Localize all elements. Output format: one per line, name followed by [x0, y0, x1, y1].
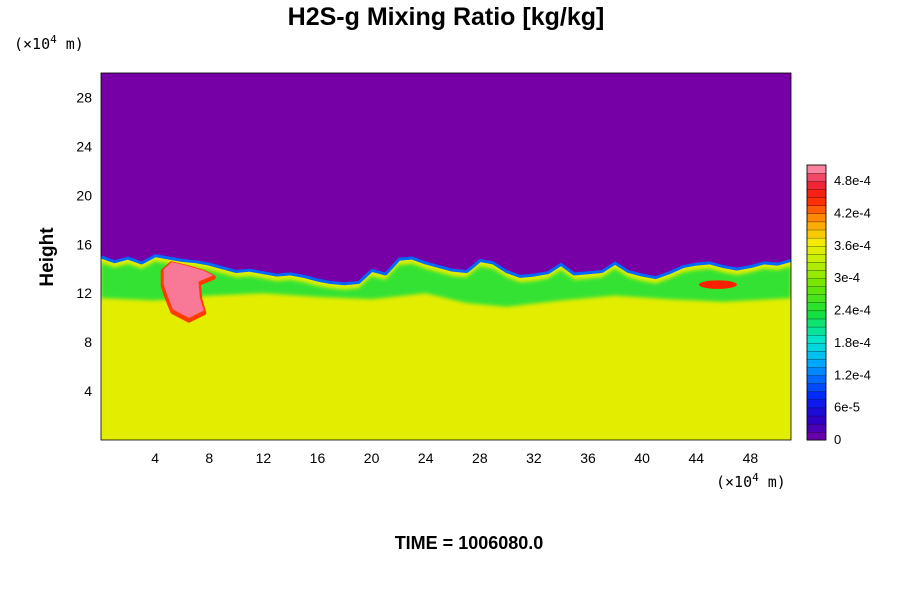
colorbar-swatch: [806, 350, 827, 360]
colorbar: [806, 164, 827, 441]
x-unit-suffix: m): [759, 473, 786, 491]
colorbar-frame: [806, 164, 827, 441]
y-tick-label: 28: [76, 89, 92, 105]
colorbar-swatch: [806, 383, 827, 392]
colorbar-swatch: [806, 269, 827, 279]
y-unit-suffix: m): [57, 35, 84, 53]
colorbar-swatch: [806, 253, 827, 263]
x-tick-label: 48: [743, 450, 759, 466]
colorbar-tick-label: 6e-5: [834, 400, 860, 415]
x-tick-label: 36: [580, 450, 596, 466]
colorbar-swatch: [806, 391, 827, 401]
upper-layer: [101, 73, 791, 286]
x-tick-label: 12: [256, 450, 272, 466]
colorbar-swatch: [806, 261, 827, 271]
colorbar-swatch: [806, 358, 827, 368]
colorbar-swatch: [806, 407, 827, 417]
colorbar-swatch: [806, 245, 827, 255]
plume-core: [163, 262, 214, 318]
y-axis-label: Height: [37, 227, 58, 287]
y-tick-label: 12: [76, 285, 92, 301]
x-tick-label: 16: [310, 450, 326, 466]
y-unit-exp: 4: [50, 33, 57, 46]
x-tick-label: 40: [634, 450, 650, 466]
x-tick-label: 24: [418, 450, 434, 466]
hotspot-right: [699, 280, 737, 289]
colorbar-swatch: [806, 229, 827, 239]
colorbar-tick-labels: 0 6e-5 1.2e-4 1.8e-4 2.4e-4 3e-4 3.6e-4 4.2e-4 4…: [834, 173, 871, 447]
colorbar-swatch: [806, 221, 827, 231]
x-tick-label: 20: [364, 450, 380, 466]
colorbar-swatch: [806, 431, 827, 441]
colorbar-swatch: [806, 237, 827, 247]
y-tick-label: 16: [76, 236, 92, 252]
y-unit-prefix: (×10: [14, 35, 50, 53]
colorbar-swatch: [806, 375, 827, 384]
y-unit-label: (×104 m): [14, 33, 84, 53]
colorbar-swatch: [806, 189, 827, 198]
colorbar-tick-label: 1.2e-4: [834, 367, 871, 382]
colorbar-swatch: [806, 415, 827, 425]
colorbar-swatch: [806, 205, 827, 214]
colorbar-swatch: [806, 302, 827, 312]
x-tick-label: 28: [472, 450, 488, 466]
colorbar-swatch: [806, 326, 827, 336]
colorbar-swatch: [806, 342, 827, 352]
x-tick-label: 44: [689, 450, 705, 466]
colorbar-swatch: [806, 334, 827, 344]
colorbar-swatch: [806, 367, 827, 376]
x-unit-label: (×104 m): [716, 471, 786, 491]
colorbar-swatch: [806, 294, 827, 303]
colorbar-tick-label: 4.2e-4: [834, 206, 871, 221]
time-label: TIME = 1006080.0: [395, 533, 544, 553]
colorbar-swatch: [806, 197, 827, 206]
colorbar-swatch: [806, 399, 827, 409]
colorbar-tick-label: 1.8e-4: [834, 335, 871, 350]
y-tick-labels: 4 8 12 16 20 24 28: [76, 89, 92, 399]
colorbar-swatch: [806, 318, 827, 328]
plot-area: [101, 73, 791, 440]
colorbar-tick-label: 0: [834, 432, 841, 447]
x-tick-label: 4: [151, 450, 159, 466]
y-tick-label: 20: [76, 187, 92, 203]
colorbar-swatch: [806, 310, 827, 320]
plot-frame: [100, 72, 792, 441]
colorbar-tick-label: 3.6e-4: [834, 238, 871, 253]
y-tick-label: 24: [76, 138, 92, 154]
colorbar-swatch: [806, 164, 827, 174]
x-tick-label: 8: [205, 450, 213, 466]
colorbar-tick-label: 4.8e-4: [834, 173, 871, 188]
colorbar-tick-label: 3e-4: [834, 270, 860, 285]
x-tick-labels: 4 8 12 16 20 24 28 32 36 40 44 48: [151, 450, 758, 466]
colorbar-swatch: [806, 278, 827, 287]
y-tick-label: 4: [84, 383, 92, 399]
y-tick-label: 8: [84, 334, 92, 350]
mixed-transition-band: [101, 261, 791, 307]
colorbar-swatch: [806, 181, 827, 190]
x-unit-prefix: (×10: [716, 473, 752, 491]
colorbar-swatch: [806, 423, 827, 433]
colorbar-tick-label: 2.4e-4: [834, 303, 871, 318]
colorbar-swatch: [806, 172, 827, 182]
x-unit-exp: 4: [752, 471, 759, 484]
chart-title: H2S-g Mixing Ratio [kg/kg]: [288, 3, 605, 31]
colorbar-swatch: [806, 213, 827, 223]
colorbar-swatch: [806, 286, 827, 295]
x-tick-label: 32: [526, 450, 542, 466]
